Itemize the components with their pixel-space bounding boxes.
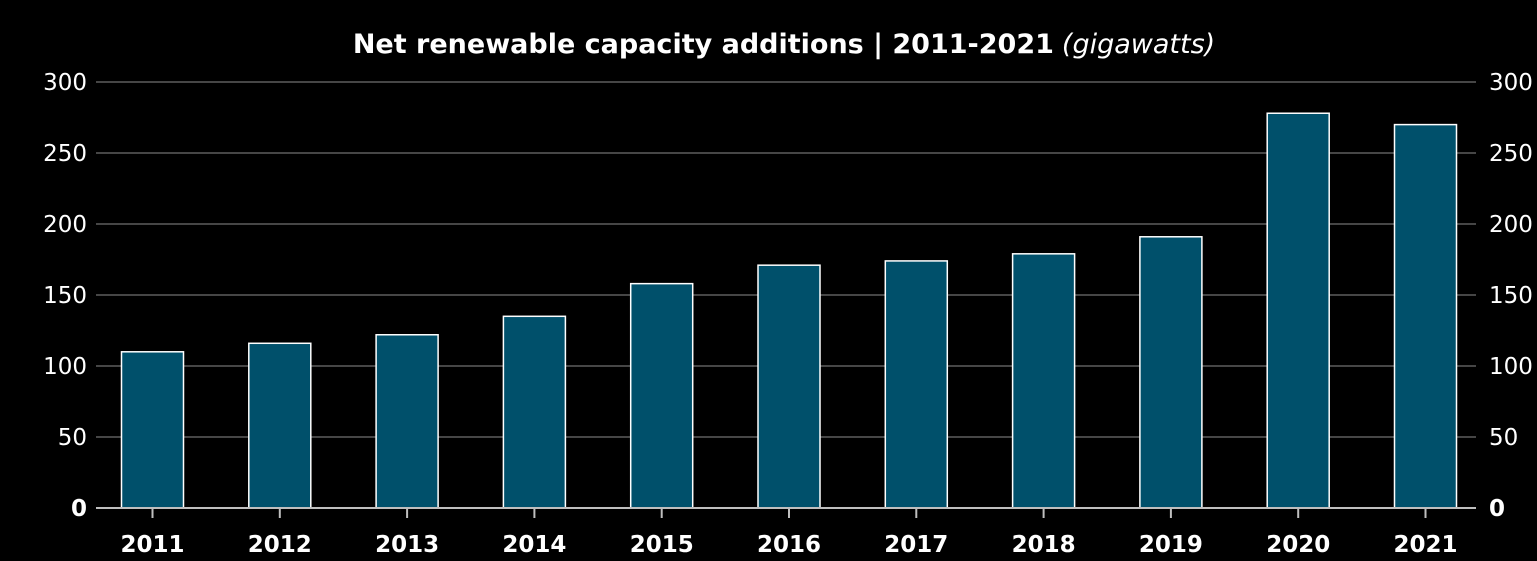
- x-tick-label-2020: 2020: [1266, 532, 1330, 558]
- y-tick-label-right: 100: [1489, 354, 1533, 380]
- bar-2014: [502, 315, 567, 509]
- bar-2020: [1266, 112, 1330, 509]
- chart-title: Net renewable capacity additions | 2011-…: [353, 29, 1215, 60]
- y-tick-label-right: 0: [1489, 496, 1505, 522]
- y-tick-label-right: 250: [1489, 141, 1533, 167]
- bar-2017: [884, 260, 949, 509]
- y-tick-label-left: 300: [43, 70, 87, 96]
- x-tick-label-2016: 2016: [757, 532, 821, 558]
- y-tick-label-left: 150: [43, 283, 87, 309]
- x-tick-label-2014: 2014: [502, 532, 566, 558]
- x-tick-label-2017: 2017: [884, 532, 948, 558]
- bar-2021: [1393, 123, 1458, 509]
- y-tick-label-right: 300: [1489, 70, 1533, 96]
- y-tick-label-left: 100: [43, 354, 87, 380]
- x-tick-label-2015: 2015: [630, 532, 694, 558]
- bar-2018: [1011, 253, 1076, 509]
- x-tick-label-2013: 2013: [375, 532, 439, 558]
- bars: [120, 112, 1458, 509]
- y-tick-label-left: 0: [71, 496, 87, 522]
- x-tick-label-2012: 2012: [248, 532, 312, 558]
- y-tick-label-left: 50: [58, 425, 87, 451]
- bar-2011: [120, 351, 185, 509]
- chart-title-unit: (gigawatts): [1062, 29, 1215, 60]
- bar-2015: [629, 282, 694, 509]
- bar-2013: [375, 334, 439, 509]
- y-tick-label-right: 150: [1489, 283, 1533, 309]
- x-tick-label-2021: 2021: [1393, 532, 1457, 558]
- x-tick-label-2019: 2019: [1139, 532, 1203, 558]
- x-tick-label-2011: 2011: [120, 532, 184, 558]
- y-axis-labels: 0 0 50 50 100 100 150 150 200 200 250 250 300 300: [43, 70, 1533, 522]
- x-tick-label-2018: 2018: [1012, 532, 1076, 558]
- bar-2019: [1139, 236, 1203, 509]
- bar-2012: [248, 342, 312, 509]
- chart-title-main: Net renewable capacity additions | 2011-…: [353, 29, 1054, 60]
- y-tick-label-left: 250: [43, 141, 87, 167]
- y-tick-label-right: 50: [1489, 425, 1518, 451]
- y-tick-label-left: 200: [43, 212, 87, 238]
- x-axis-labels: 2011 2012 2013 2014 2015 2016 2017 2018 2019 2020…: [120, 532, 1457, 558]
- bar-2016: [757, 264, 821, 509]
- x-axis: [96, 507, 1476, 518]
- y-tick-label-right: 200: [1489, 212, 1533, 238]
